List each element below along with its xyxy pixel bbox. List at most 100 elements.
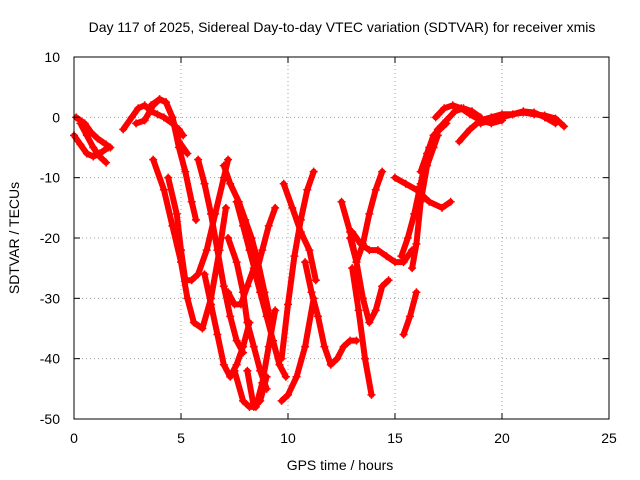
data-point (412, 288, 421, 297)
data-point (352, 336, 361, 345)
data-point (172, 209, 181, 218)
data-point (187, 276, 196, 285)
data-point (191, 215, 200, 224)
data-point (405, 312, 414, 321)
data-point (365, 209, 374, 218)
data-point (213, 246, 222, 255)
data-point (271, 203, 280, 212)
data-point (440, 104, 449, 113)
data-point (540, 113, 549, 122)
data-point (264, 342, 273, 351)
series-line (71, 132, 112, 160)
data-point (465, 110, 474, 119)
data-point (277, 396, 286, 405)
data-point (183, 294, 192, 303)
data-point (213, 330, 222, 339)
data-point (224, 288, 233, 297)
data-point (352, 258, 361, 267)
data-point (384, 276, 393, 285)
data-point (264, 221, 273, 230)
data-point (168, 221, 177, 230)
data-point (416, 197, 425, 206)
data-point (320, 342, 329, 351)
data-point (277, 354, 286, 363)
data-point (365, 246, 374, 255)
data-point (239, 396, 248, 405)
data-point (367, 390, 376, 399)
chart-title: Day 117 of 2025, Sidereal Day-to-day VTE… (89, 19, 596, 35)
data-point (200, 179, 209, 188)
data-point (408, 264, 417, 273)
data-point (457, 104, 466, 113)
data-point (339, 342, 348, 351)
data-point (498, 113, 506, 122)
series-line (278, 168, 317, 362)
data-point (301, 258, 310, 267)
data-point (149, 155, 158, 164)
series-line (349, 265, 375, 398)
series-line (150, 156, 229, 332)
data-point (448, 101, 457, 110)
series-arc16 (243, 366, 271, 411)
x-tick-label: 15 (387, 430, 403, 446)
data-point (311, 276, 320, 285)
data-point (206, 300, 215, 309)
data-point (232, 258, 241, 267)
series-line (220, 162, 274, 326)
data-point (425, 143, 434, 152)
data-point (243, 366, 252, 375)
series-line (201, 271, 253, 380)
series-arc22 (348, 264, 376, 399)
data-point (198, 324, 207, 333)
data-point (399, 258, 408, 267)
data-point (232, 197, 241, 206)
data-point (266, 318, 275, 327)
data-point (290, 252, 299, 261)
data-point (551, 119, 560, 128)
data-point (416, 167, 425, 176)
data-point (164, 173, 173, 182)
data-point (519, 107, 528, 116)
data-point (226, 312, 235, 321)
data-point (189, 318, 198, 327)
data-point (425, 197, 434, 206)
y-tick-label: -30 (40, 290, 60, 306)
data-point (82, 131, 91, 140)
data-point (279, 179, 288, 188)
data-point (174, 143, 183, 152)
data-point (433, 125, 442, 134)
data-point (239, 342, 248, 351)
data-point (256, 366, 265, 375)
data-point (106, 143, 115, 152)
series-line (195, 156, 247, 356)
data-point (119, 125, 128, 134)
data-point (132, 119, 141, 128)
series-line (165, 156, 232, 284)
data-point (221, 203, 230, 212)
data-point (397, 252, 406, 261)
series-arc3 (76, 119, 111, 167)
data-point (95, 152, 104, 161)
data-point (179, 131, 188, 140)
data-point (373, 246, 382, 255)
data-point (412, 240, 421, 249)
series-arc28 (391, 173, 455, 212)
data-point (371, 185, 380, 194)
data-point (162, 98, 171, 107)
data-point (281, 372, 290, 381)
data-point (333, 354, 342, 363)
data-point (348, 227, 357, 236)
data-point (89, 143, 98, 152)
data-point (187, 197, 196, 206)
data-point (508, 110, 517, 119)
y-tick-label: -40 (40, 351, 60, 367)
data-point (140, 116, 149, 125)
data-point (224, 155, 233, 164)
data-point (378, 167, 387, 176)
data-point (134, 104, 143, 113)
x-axis-label: GPS time / hours (287, 457, 394, 473)
y-tick-label: -50 (40, 411, 60, 427)
y-tick-label: -10 (40, 170, 60, 186)
data-point (102, 158, 111, 167)
data-point (159, 113, 168, 122)
